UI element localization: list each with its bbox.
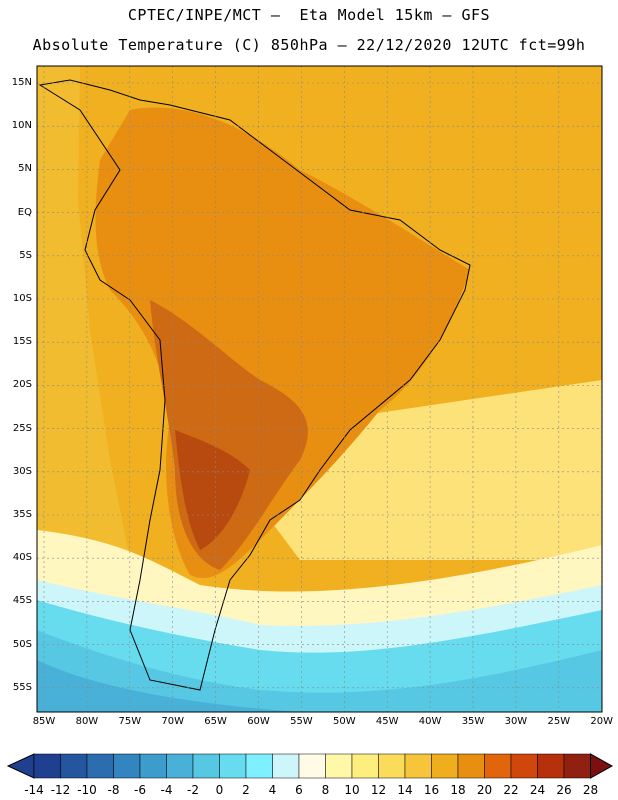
colorbar-swatch (404, 753, 432, 779)
lat-label: 10N (11, 120, 32, 132)
lon-label: 85W (32, 716, 56, 727)
colorbar-label: 10 (344, 783, 360, 797)
colorbar-swatch (272, 753, 300, 779)
lat-label: EQ (17, 206, 32, 218)
colorbar-label: 14 (397, 783, 413, 797)
grid-lines (37, 66, 602, 712)
lon-label: 50W (332, 716, 356, 727)
colorbar-swatch (298, 753, 326, 779)
lon-label: 25W (547, 716, 571, 727)
colorbar-swatch (563, 753, 591, 779)
lon-label: 20W (590, 716, 613, 727)
colorbar-label: 0 (215, 783, 224, 797)
lon-label: 75W (118, 716, 142, 727)
colorbar-label: -14 (24, 783, 44, 797)
map-plot-area (37, 66, 602, 712)
colorbar-label: 24 (529, 783, 546, 797)
lon-label: 35W (461, 716, 485, 727)
colorbar-label: 8 (321, 783, 330, 797)
colorbar-label: 2 (242, 783, 250, 797)
colorbar-swatch (537, 753, 565, 779)
lon-label: 80W (75, 716, 99, 727)
lon-label: 45W (375, 716, 399, 727)
colorbar-label: 4 (268, 783, 277, 797)
lat-label: 50S (12, 638, 32, 650)
colorbar-label: -12 (50, 783, 71, 797)
lon-label: 60W (247, 716, 270, 727)
colorbar-swatch (325, 753, 353, 779)
colorbar-swatch (457, 753, 485, 779)
lat-label: 45S (12, 595, 32, 607)
pacific-warm-band (37, 66, 130, 560)
colorbar-label: 18 (450, 783, 466, 797)
colorbar-label: -6 (134, 783, 146, 797)
lat-label: 30S (12, 465, 32, 477)
colorbar-label: 6 (295, 783, 303, 797)
colorbar-max-arrow (590, 753, 614, 779)
colorbar-label: 22 (503, 783, 519, 797)
colorbar-label: -8 (107, 783, 120, 797)
colorbar-swatch (166, 753, 194, 779)
lon-label: 65W (204, 716, 227, 727)
colorbar (6, 753, 614, 779)
lat-label: 15N (11, 77, 32, 88)
lat-label: 5S (19, 249, 32, 261)
colorbar-min-arrow (6, 753, 35, 779)
coastline (38, 79, 471, 691)
lat-label: 15S (12, 336, 32, 348)
colorbar-label: -2 (187, 783, 199, 797)
colorbar-swatch (86, 753, 114, 779)
colorbar-label: 20 (476, 783, 493, 797)
lat-label: 55S (12, 681, 32, 693)
colorbar-label: 16 (423, 783, 440, 797)
colorbar-swatch (351, 753, 379, 779)
colorbar-label: -10 (77, 783, 97, 797)
lon-label: 30W (504, 716, 528, 727)
lat-label: 20S (12, 379, 32, 391)
lon-label: 40W (418, 716, 442, 727)
colorbar-label: -4 (160, 783, 173, 797)
lat-label: 25S (12, 422, 32, 434)
colorbar-swatch (192, 753, 220, 779)
colorbar-swatch (245, 753, 273, 779)
colorbar-swatch (431, 753, 459, 779)
colorbar-swatch (378, 753, 406, 779)
colorbar-label: 12 (370, 783, 387, 797)
lat-label: 5N (18, 163, 32, 175)
colorbar-swatch (139, 753, 167, 779)
colorbar-swatch (113, 753, 141, 779)
cool-band-5 (37, 660, 300, 712)
lon-label: 70W (161, 716, 184, 727)
lat-label: 10S (12, 293, 32, 304)
colorbar-swatch (484, 753, 512, 779)
lat-label: 35S (12, 509, 32, 520)
cool-band-4 (37, 630, 602, 712)
colorbar-swatch (33, 753, 61, 779)
colorbar-label: 26 (556, 783, 572, 797)
lon-label: 55W (290, 716, 313, 727)
plot-frame (36, 65, 603, 713)
colorbar-swatch (510, 753, 538, 779)
colorbar-swatch (219, 753, 247, 779)
title-line-1: CPTEC/INPE/MCT – Eta Model 15km – GFS (127, 6, 491, 24)
colorbar-label: 28 (582, 783, 599, 797)
colorbar-swatch (60, 753, 88, 779)
lat-label: 40S (12, 552, 32, 564)
title-line-2: Absolute Temperature (C) 850hPa – 22/12/… (32, 36, 586, 54)
argentina-hot-core (175, 430, 250, 550)
